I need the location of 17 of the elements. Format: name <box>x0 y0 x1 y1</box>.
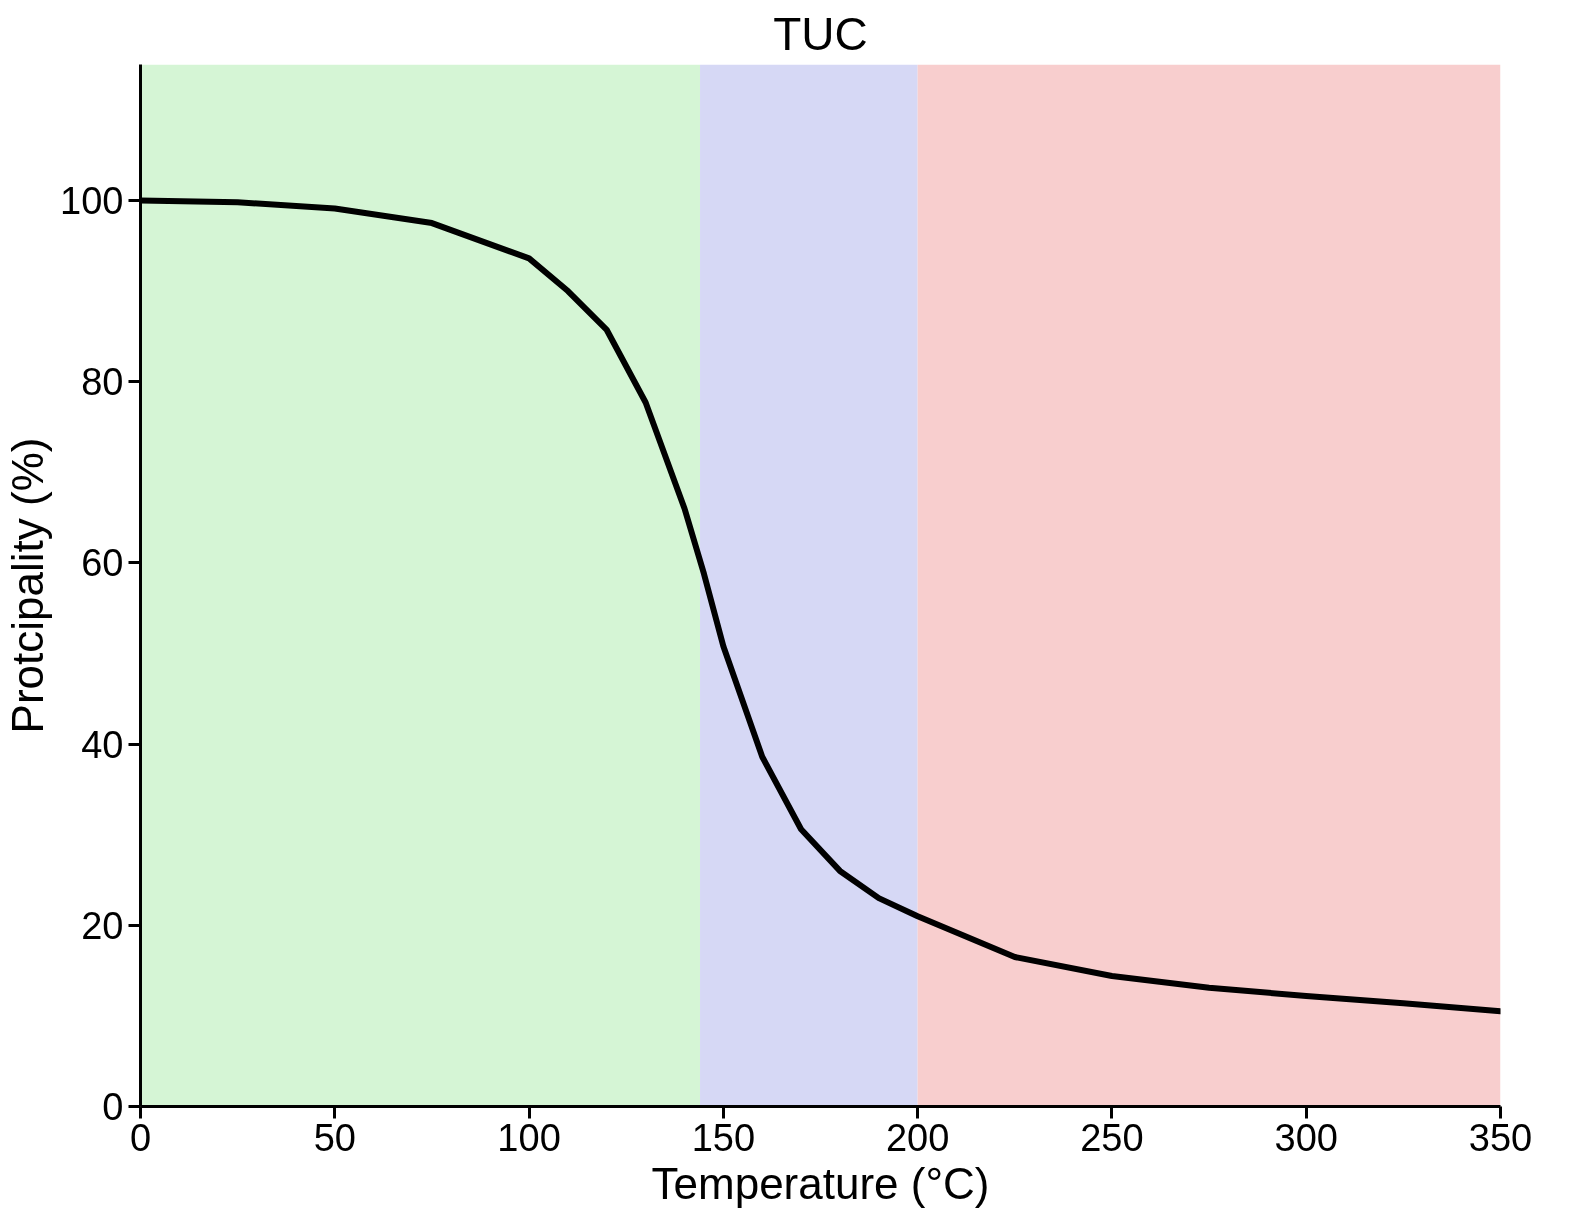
x-tick-label: 0 <box>129 1116 152 1159</box>
y-tick-label: 100 <box>60 179 124 222</box>
y-tick-label: 20 <box>81 904 124 947</box>
y-tick-label: 60 <box>81 542 124 585</box>
x-tick-label: 200 <box>885 1116 950 1159</box>
x-tick-label: 50 <box>313 1116 356 1159</box>
x-tick-label: 300 <box>1274 1116 1338 1159</box>
y-tick-label: 0 <box>102 1086 124 1128</box>
x-tick-label: 150 <box>691 1116 756 1159</box>
x-axis-title: Temperature (°C) <box>651 1158 990 1208</box>
x-tick-label: 350 <box>1468 1116 1533 1159</box>
y-tick-label: 80 <box>81 361 124 404</box>
x-tick-label: 100 <box>497 1116 561 1159</box>
y-axis-title: Protcipality (%) <box>3 437 53 734</box>
y-tick-label: 40 <box>81 723 124 766</box>
chart-title: TUC <box>773 7 868 60</box>
x-tick-label: 250 <box>1080 1116 1144 1159</box>
